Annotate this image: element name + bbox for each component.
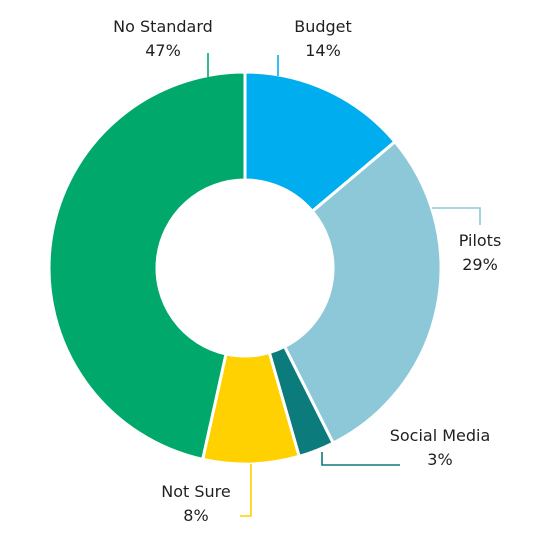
value-pilots: 29% <box>462 255 498 274</box>
slice-no-standard <box>47 70 247 462</box>
slice-labels: Budget 14% Pilots 29% Social Media 3% Not Sure… <box>113 17 501 525</box>
value-not-sure: 8% <box>183 506 208 525</box>
value-social-media: 3% <box>427 450 452 469</box>
leader-lines <box>207 53 481 517</box>
value-budget: 14% <box>305 41 341 60</box>
label-budget: Budget <box>294 17 352 36</box>
value-no-standard: 47% <box>145 41 181 60</box>
label-not-sure: Not Sure <box>161 482 230 501</box>
slice-budget <box>243 70 398 214</box>
leader-pilots <box>432 207 481 225</box>
label-pilots: Pilots <box>459 231 502 250</box>
slice-pilots <box>282 139 443 446</box>
donut-slices <box>47 70 443 466</box>
leader-social-media <box>321 452 400 466</box>
label-social-media: Social Media <box>390 426 491 445</box>
label-no-standard: No Standard <box>113 17 213 36</box>
leader-not-sure <box>240 464 252 517</box>
